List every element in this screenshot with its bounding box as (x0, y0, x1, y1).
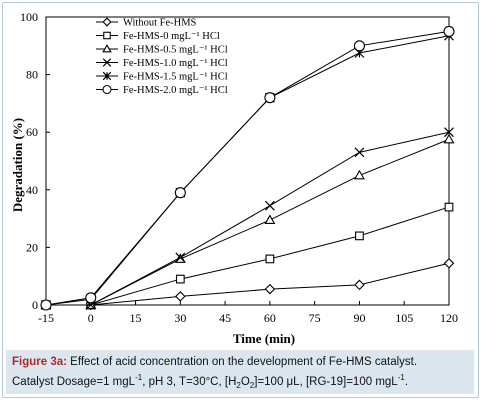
series-line (46, 131, 450, 306)
marker-square (265, 254, 275, 264)
marker-diamond (443, 257, 455, 269)
marker-x (444, 127, 454, 138)
y-tick-label: 60 (26, 125, 38, 139)
caption-line-2e: . (404, 375, 409, 388)
chart-series (40, 25, 455, 311)
marker-triangle (264, 214, 276, 224)
marker-x (175, 252, 186, 263)
x-tick-label: 120 (440, 311, 458, 325)
marker-circle (85, 292, 97, 304)
y-tick-label: 40 (26, 183, 38, 197)
marker-diamond (354, 279, 365, 291)
marker-triangle (443, 133, 455, 144)
plot-frame (45, 16, 450, 306)
legend-item: Fe-HMS-1.5 mgL⁻¹ HCl (96, 72, 228, 83)
series-line (46, 262, 450, 306)
marker-diamond (175, 291, 186, 302)
legend-item: Fe-HMS-0 mgL⁻¹ HCl (96, 31, 220, 42)
legend-item: Without Fe-HMS (96, 17, 197, 29)
series-x (41, 127, 454, 310)
y-axis-label: Degradation (%) (10, 118, 25, 212)
marker-circle (174, 187, 186, 199)
marker-square (355, 231, 364, 241)
caption-line-2a: Catalyst Dosage=1 mgL (12, 375, 136, 388)
legend-label: Without Fe-HMS (123, 18, 197, 29)
x-tick-label: 0 (88, 311, 94, 325)
legend-label: Fe-HMS-2.0 mgL⁻¹ HCl (123, 85, 228, 96)
x-axis-label: Time (min) (233, 331, 295, 346)
marker-diamond (102, 17, 112, 27)
legend-label: Fe-HMS-1.0 mgL⁻¹ HCl (123, 58, 228, 69)
y-tick-label: 0 (32, 298, 38, 312)
marker-square (175, 274, 185, 284)
marker-triangle (102, 44, 112, 53)
marker-x (264, 200, 275, 211)
figure-caption: Figure 3a: Effect of acid concentration … (12, 354, 472, 394)
caption-line-2c: O (240, 375, 250, 388)
legend-item: Fe-HMS-2.0 mgL⁻¹ HCl (96, 84, 228, 96)
series-circle (40, 25, 455, 311)
marker-triangle (353, 169, 365, 180)
caption-background (6, 350, 474, 394)
caption-sub-1: 2 (236, 381, 241, 391)
caption-sup-1: -1 (135, 373, 143, 382)
series-line (45, 30, 450, 306)
x-tick-label: 30 (174, 311, 186, 325)
caption-line-1: Effect of acid concentration on the deve… (66, 356, 418, 368)
x-tick-label: 90 (353, 311, 365, 325)
marker-circle (40, 299, 52, 311)
caption-sup-2: -1 (397, 373, 405, 382)
marker-x (102, 58, 112, 67)
caption-line-2b: , pH 3, T=30°C, [H (142, 375, 237, 388)
x-tick-label: 75 (309, 311, 321, 325)
x-tick-label: 60 (264, 311, 276, 325)
marker-circle (102, 84, 112, 95)
y-tick-label: 20 (26, 240, 38, 254)
x-tick-label: 45 (219, 311, 231, 325)
marker-diamond (264, 283, 276, 295)
legend-item: Fe-HMS-1.0 mgL⁻¹ HCl (96, 58, 228, 69)
marker-circle (443, 25, 455, 37)
x-tick-label: -15 (38, 311, 54, 325)
caption-line-2d: ]=100 μL, [RG-19]=100 mgL (254, 375, 398, 388)
figure-label: Figure 3a: (12, 356, 67, 368)
marker-square (444, 202, 454, 212)
marker-circle (353, 40, 365, 52)
marker-square (103, 31, 111, 40)
x-tick-label: 105 (395, 311, 413, 325)
marker-x (354, 147, 365, 158)
legend-label: Fe-HMS-0 mgL⁻¹ HCl (123, 31, 220, 42)
x-tick-label: 15 (130, 311, 142, 325)
marker-circle (264, 92, 276, 104)
legend-item: Fe-HMS-0.5 mgL⁻¹ HCl (96, 44, 228, 56)
marker-star (102, 71, 112, 81)
chart-legend: Without Fe-HMS Fe-HMS-0 mgL⁻¹ HCl Fe-HMS-0… (96, 17, 228, 96)
legend-label: Fe-HMS-0.5 mgL⁻¹ HCl (123, 45, 228, 56)
y-tick-label: 80 (26, 68, 38, 82)
legend-label: Fe-HMS-1.5 mgL⁻¹ HCl (123, 72, 228, 83)
y-tick-label: 100 (20, 10, 38, 24)
series-line (46, 206, 450, 306)
caption-sub-2: 2 (249, 381, 255, 391)
